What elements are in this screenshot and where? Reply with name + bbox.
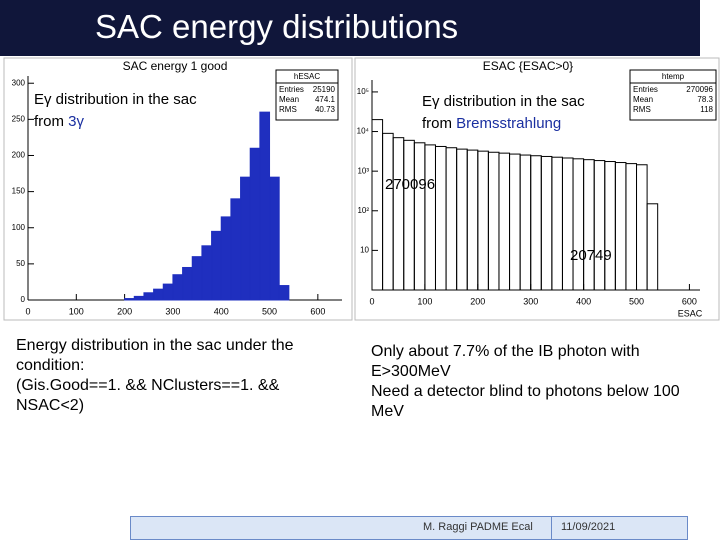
bar bbox=[240, 176, 251, 301]
x-tick-label: 100 bbox=[417, 296, 432, 306]
stats-value: 474.1 bbox=[315, 95, 336, 104]
bar bbox=[220, 216, 232, 301]
y-tick-label: 300 bbox=[12, 78, 26, 87]
annotation: from Bremsstrahlung bbox=[422, 115, 561, 132]
annotation-part: from bbox=[34, 113, 68, 130]
y-tick-label: 100 bbox=[12, 223, 26, 232]
y-tick-label: 10² bbox=[357, 206, 369, 215]
footer-date: 11/09/2021 bbox=[561, 521, 616, 533]
x-axis-label: ESAC bbox=[678, 308, 703, 318]
bar bbox=[278, 285, 290, 301]
bar bbox=[249, 147, 261, 301]
x-tick-label: 0 bbox=[369, 296, 374, 306]
stats-label: Mean bbox=[279, 95, 299, 104]
bar bbox=[182, 266, 193, 301]
stats-label: Entries bbox=[279, 85, 304, 94]
stats-box bbox=[275, 69, 339, 121]
stats-value: 270096 bbox=[686, 85, 713, 94]
x-tick-label: 200 bbox=[117, 306, 132, 316]
y-tick-label: 10³ bbox=[357, 166, 369, 175]
y-tick-label: 50 bbox=[16, 259, 25, 268]
bar bbox=[133, 295, 145, 301]
y-tick-label: 200 bbox=[12, 151, 26, 160]
y-tick-label: 250 bbox=[12, 114, 26, 123]
annotation-part: Eγ distribution in the sac bbox=[422, 93, 585, 110]
x-tick-label: 500 bbox=[262, 306, 277, 316]
x-tick-label: 100 bbox=[69, 306, 84, 316]
annotation-part: Bremsstrahlung bbox=[456, 115, 561, 132]
bar bbox=[646, 203, 659, 291]
slide-title: SAC energy distributions bbox=[95, 8, 459, 45]
x-tick-label: 600 bbox=[310, 306, 325, 316]
stats-value: 78.3 bbox=[697, 95, 713, 104]
footer: M. Raggi PADME Ecal 11/09/2021 bbox=[130, 516, 688, 540]
stats-label: Entries bbox=[633, 85, 658, 94]
stats-box bbox=[629, 69, 717, 121]
annotation: from 3γ bbox=[34, 113, 85, 130]
chart-title: ESAC {ESAC>0} bbox=[483, 59, 573, 73]
annotation-part: 3γ bbox=[68, 113, 84, 130]
text-line: Only about 7.7% of the IB photon with E>… bbox=[371, 343, 640, 380]
text-line: (Gis.Good==1. && NClusters==1. && NSAC<2… bbox=[16, 377, 280, 414]
annotation: Eγ distribution in the sac bbox=[422, 93, 585, 110]
bar bbox=[269, 176, 280, 301]
y-tick-label: 150 bbox=[12, 187, 26, 196]
x-tick-label: 300 bbox=[523, 296, 538, 306]
count-label: 270096 bbox=[385, 176, 435, 193]
y-tick-label: 0 bbox=[21, 295, 26, 304]
count-label: 20749 bbox=[570, 247, 612, 264]
x-tick-label: 500 bbox=[629, 296, 644, 306]
right-text: Only about 7.7% of the IB photon with E>… bbox=[371, 342, 716, 422]
y-tick-label: 10 bbox=[360, 245, 369, 254]
stats-name: hESAC bbox=[294, 72, 320, 81]
annotation: Eγ distribution in the sac bbox=[34, 91, 197, 108]
bar bbox=[191, 256, 203, 301]
x-tick-label: 0 bbox=[25, 306, 30, 316]
x-tick-label: 300 bbox=[165, 306, 180, 316]
bar bbox=[153, 288, 164, 301]
bar bbox=[162, 283, 174, 301]
text-line: Energy distribution in the sac under the… bbox=[16, 337, 294, 374]
x-tick-label: 400 bbox=[576, 296, 591, 306]
bar bbox=[230, 198, 242, 301]
stats-value: 25190 bbox=[313, 85, 336, 94]
left-text: Energy distribution in the sac under the… bbox=[16, 336, 346, 416]
title-bar: SAC energy distributions bbox=[0, 0, 700, 56]
bar bbox=[143, 292, 155, 301]
x-tick-label: 600 bbox=[682, 296, 697, 306]
footer-author: M. Raggi PADME Ecal bbox=[423, 521, 533, 533]
bar bbox=[172, 274, 184, 301]
stats-label: RMS bbox=[279, 105, 297, 114]
annotation-part: from bbox=[422, 115, 456, 132]
y-tick-label: 10⁴ bbox=[357, 127, 370, 136]
y-tick-label: 10⁵ bbox=[357, 87, 369, 96]
bar bbox=[259, 111, 271, 301]
bar bbox=[211, 230, 222, 301]
annotation-part: Eγ distribution in the sac bbox=[34, 91, 197, 108]
stats-value: 40.73 bbox=[315, 105, 336, 114]
x-tick-label: 200 bbox=[470, 296, 485, 306]
chart-title: SAC energy 1 good bbox=[123, 59, 228, 73]
text-line: Need a detector blind to photons below 1… bbox=[371, 383, 680, 420]
stats-value: 118 bbox=[700, 105, 713, 114]
stats-label: RMS bbox=[633, 105, 651, 114]
bar bbox=[201, 245, 213, 301]
stats-label: Mean bbox=[633, 95, 653, 104]
bar bbox=[124, 298, 135, 301]
stats-name: htemp bbox=[662, 72, 685, 81]
x-tick-label: 400 bbox=[214, 306, 229, 316]
